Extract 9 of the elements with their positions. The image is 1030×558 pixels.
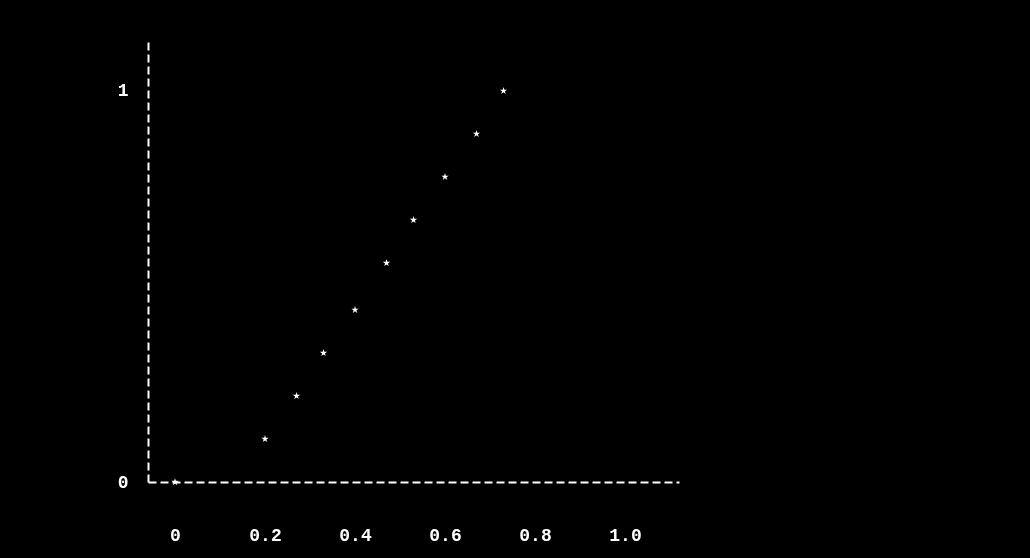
x-tick-label: 0.2	[249, 525, 282, 546]
point	[261, 435, 269, 443]
x-tick-label: 0.8	[519, 525, 552, 546]
x-tick-label: 0.4	[339, 525, 372, 546]
x-tick-label: 0	[170, 525, 181, 546]
x-tick-label: 0.6	[429, 525, 462, 546]
y-tick-label: 1	[117, 81, 129, 102]
point	[171, 478, 179, 486]
x-tick-label: 1.0	[609, 525, 642, 546]
